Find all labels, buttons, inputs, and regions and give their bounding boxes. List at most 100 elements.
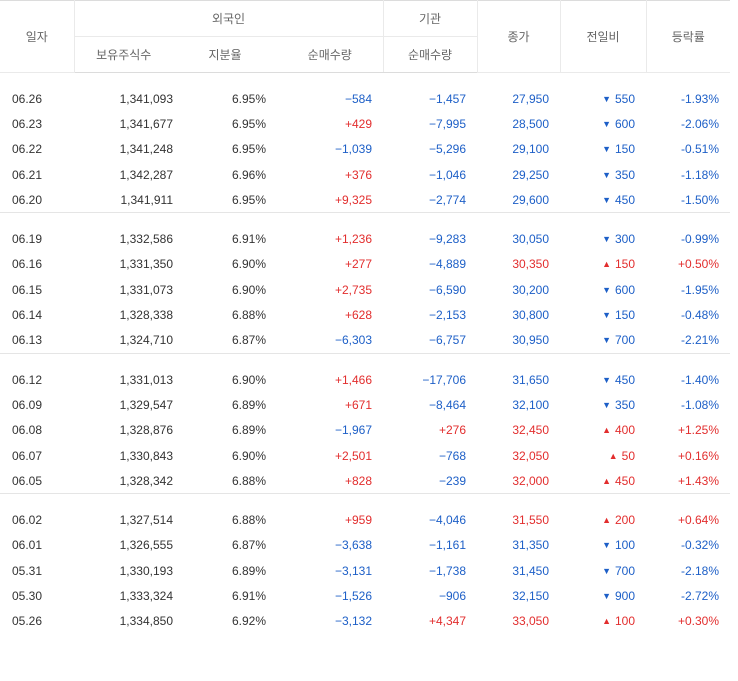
change-value: 700 bbox=[615, 563, 636, 578]
table-row: 06.15 1,331,073 6.90% +2,735 −6,590 30,200 ▼ 60… bbox=[0, 277, 730, 302]
holdings-cell: 1,328,876 bbox=[119, 423, 173, 438]
header-holdings: 보유주식수 bbox=[73, 36, 173, 73]
triangle-down-icon: ▼ bbox=[602, 144, 611, 155]
group-separator bbox=[0, 73, 730, 87]
holdings-cell: 1,331,013 bbox=[119, 372, 173, 387]
date-cell: 05.31 bbox=[12, 563, 43, 578]
change-cell: ▼ 150 bbox=[560, 137, 646, 162]
triangle-down-icon: ▼ bbox=[602, 335, 611, 346]
triangle-down-icon: ▼ bbox=[602, 93, 611, 104]
date-cell: 05.26 bbox=[12, 614, 43, 629]
date-cell: 06.01 bbox=[12, 538, 43, 553]
change-value: 550 bbox=[615, 91, 636, 106]
change-value: 900 bbox=[615, 588, 636, 603]
foreign-net-cell: +1,236 bbox=[334, 232, 373, 247]
triangle-down-icon: ▼ bbox=[602, 284, 611, 295]
foreign-net-cell: +828 bbox=[345, 473, 373, 488]
change-cell: ▲ 200 bbox=[560, 507, 646, 532]
foreign-net-cell: −3,638 bbox=[334, 538, 373, 553]
table-row: 06.16 1,331,350 6.90% +277 −4,889 30,350 ▲ 150 +… bbox=[0, 252, 730, 277]
institution-net-cell: −4,889 bbox=[428, 257, 467, 272]
change-value: 50 bbox=[621, 448, 636, 463]
table-row: 06.09 1,329,547 6.89% +671 −8,464 32,100 ▼ 350 -… bbox=[0, 392, 730, 417]
foreign-net-cell: +2,735 bbox=[334, 282, 373, 297]
change-value: 600 bbox=[615, 116, 636, 131]
institution-net-cell: −4,046 bbox=[428, 513, 467, 528]
rate-cell: -2.06% bbox=[681, 116, 720, 131]
close-price-cell: 29,250 bbox=[512, 167, 550, 182]
close-price-cell: 29,600 bbox=[512, 192, 550, 207]
ratio-cell: 6.92% bbox=[231, 614, 266, 629]
change-cell: ▲ 400 bbox=[560, 418, 646, 443]
foreign-net-cell: +671 bbox=[345, 397, 373, 412]
foreign-net-cell: +959 bbox=[345, 513, 373, 528]
ratio-cell: 6.96% bbox=[231, 167, 266, 182]
holdings-cell: 1,324,710 bbox=[119, 333, 173, 348]
holdings-cell: 1,332,586 bbox=[119, 232, 173, 247]
institution-net-cell: −17,706 bbox=[422, 372, 467, 387]
institution-net-cell: −1,738 bbox=[428, 563, 467, 578]
table-row: 05.26 1,334,850 6.92% −3,132 +4,347 33,050 ▲ 10… bbox=[0, 609, 730, 634]
group-separator bbox=[0, 352, 731, 367]
holdings-cell: 1,327,514 bbox=[119, 513, 173, 528]
change-value: 150 bbox=[615, 308, 636, 323]
holdings-cell: 1,326,555 bbox=[119, 538, 173, 553]
date-cell: 06.14 bbox=[12, 308, 43, 323]
change-value: 300 bbox=[615, 232, 636, 247]
holdings-cell: 1,342,287 bbox=[119, 167, 173, 182]
change-cell: ▼ 600 bbox=[560, 111, 646, 136]
date-cell: 06.21 bbox=[12, 167, 43, 182]
change-value: 700 bbox=[615, 333, 636, 348]
institution-net-cell: −1,457 bbox=[428, 91, 467, 106]
triangle-up-icon: ▲ bbox=[602, 475, 611, 486]
rate-cell: -1.18% bbox=[681, 167, 720, 182]
close-price-cell: 30,800 bbox=[512, 308, 550, 323]
rate-cell: -1.40% bbox=[681, 372, 720, 387]
rate-cell: -0.48% bbox=[681, 308, 720, 323]
change-cell: ▼ 700 bbox=[560, 328, 646, 354]
close-price-cell: 31,450 bbox=[512, 563, 550, 578]
ratio-cell: 6.87% bbox=[231, 538, 266, 553]
close-price-cell: 31,650 bbox=[512, 372, 550, 387]
close-price-cell: 31,550 bbox=[512, 513, 550, 528]
header-foreign-net: 순매수량 bbox=[277, 36, 384, 73]
change-value: 450 bbox=[615, 372, 636, 387]
ratio-cell: 6.95% bbox=[231, 142, 266, 157]
date-cell: 06.26 bbox=[12, 91, 43, 106]
change-cell: ▲ 100 bbox=[560, 609, 646, 634]
date-cell: 06.19 bbox=[12, 232, 43, 247]
close-price-cell: 30,350 bbox=[512, 257, 550, 272]
holdings-cell: 1,331,350 bbox=[119, 257, 173, 272]
rate-cell: +1.43% bbox=[677, 473, 720, 488]
table-row: 06.20 1,341,911 6.95% +9,325 −2,774 29,600 ▼ 45… bbox=[0, 187, 730, 213]
change-cell: ▼ 300 bbox=[560, 226, 646, 251]
holdings-cell: 1,328,338 bbox=[119, 308, 173, 323]
header-ratio: 지분율 bbox=[173, 36, 277, 73]
close-price-cell: 32,000 bbox=[512, 473, 550, 488]
ratio-cell: 6.90% bbox=[231, 448, 266, 463]
date-cell: 06.07 bbox=[12, 448, 43, 463]
close-price-cell: 32,100 bbox=[512, 397, 550, 412]
triangle-down-icon: ▼ bbox=[602, 118, 611, 129]
triangle-down-icon: ▼ bbox=[602, 565, 611, 576]
rate-cell: -1.50% bbox=[681, 192, 720, 207]
triangle-down-icon: ▼ bbox=[602, 540, 611, 551]
date-cell: 05.30 bbox=[12, 588, 43, 603]
change-cell: ▲ 150 bbox=[560, 252, 646, 277]
table-row: 06.19 1,332,586 6.91% +1,236 −9,283 30,050 ▼ 30… bbox=[0, 226, 730, 251]
holdings-cell: 1,331,073 bbox=[119, 282, 173, 297]
change-value: 100 bbox=[615, 614, 636, 629]
foreign-net-cell: +628 bbox=[345, 308, 373, 323]
change-cell: ▼ 450 bbox=[560, 367, 646, 392]
ratio-cell: 6.89% bbox=[231, 563, 266, 578]
ratio-cell: 6.95% bbox=[231, 192, 266, 207]
institution-net-cell: +4,347 bbox=[428, 614, 467, 629]
close-price-cell: 32,450 bbox=[512, 423, 550, 438]
date-cell: 06.16 bbox=[12, 257, 43, 272]
ratio-cell: 6.90% bbox=[231, 257, 266, 272]
holdings-cell: 1,330,843 bbox=[119, 448, 173, 463]
triangle-up-icon: ▲ bbox=[602, 515, 611, 526]
change-value: 600 bbox=[615, 282, 636, 297]
change-cell: ▼ 700 bbox=[560, 558, 646, 583]
change-cell: ▼ 550 bbox=[560, 86, 646, 111]
